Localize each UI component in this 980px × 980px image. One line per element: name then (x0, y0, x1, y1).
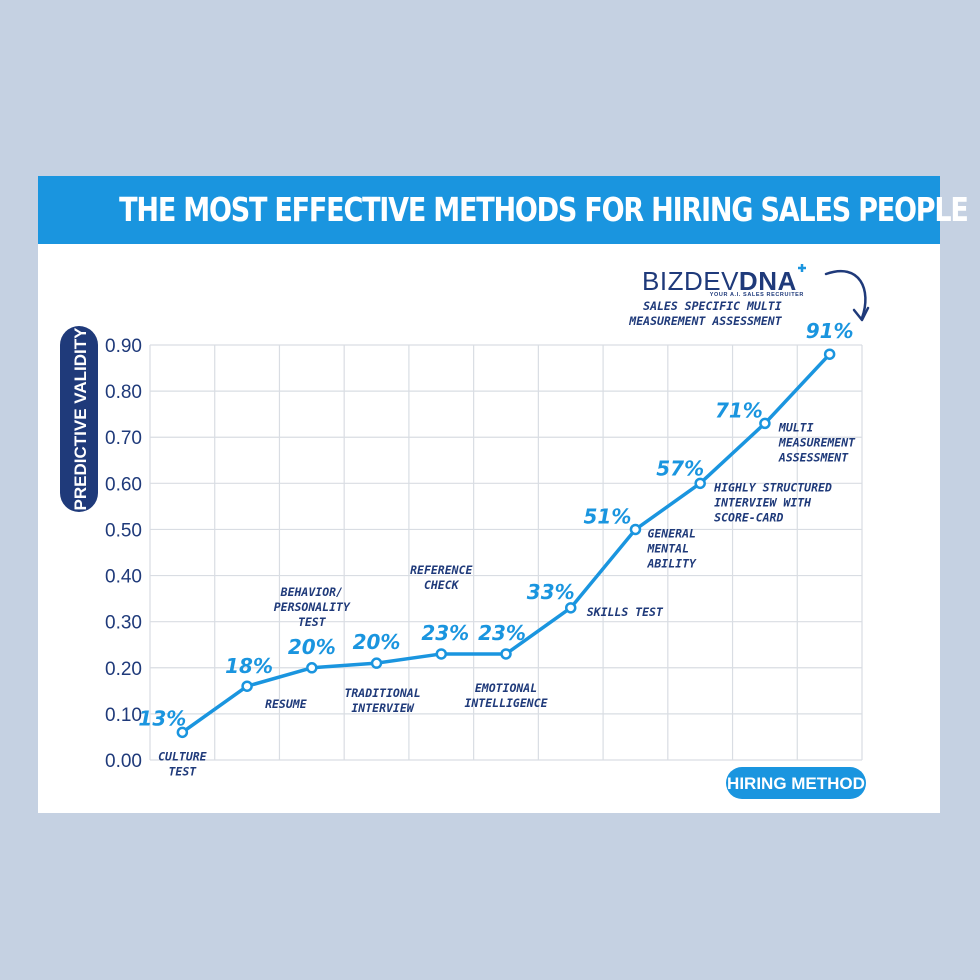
data-point (759, 417, 771, 430)
data-label: 91% (806, 319, 854, 343)
method-label: SALES SPECIFIC MULTI MEASUREMENT ASSESSME… (628, 299, 782, 328)
data-point (176, 726, 189, 739)
data-points (176, 348, 836, 739)
method-label: GENERAL MENTAL ABILITY (646, 526, 697, 570)
y-axis-label: PREDICTIVE VALIDITY (60, 326, 98, 512)
method-label: HIGHLY STRUCTURED INTERVIEW WITH SCORE-CAR… (713, 480, 832, 524)
data-point (694, 477, 706, 490)
logo-text-dna: DNA (739, 266, 797, 296)
method-label: BEHAVIOR/PERSONALITY TEST (274, 585, 351, 629)
data-point (500, 648, 512, 660)
y-tick-label: 0.50 (105, 520, 142, 541)
data-label: 23% (421, 621, 469, 645)
y-tick-label: 0.40 (105, 567, 142, 588)
arrow-icon (824, 270, 867, 320)
method-label: CULTURE TEST (158, 749, 208, 778)
company-logo: BIZDEVDNA YOUR A.I. SALES RECRUITER (642, 264, 806, 298)
method-label: EMOTIONAL INTELLIGENCE (464, 681, 548, 710)
data-label: 20% (288, 635, 336, 659)
title-banner: THE MOST EFFECTIVE METHODS FOR HIRING SA… (38, 176, 969, 244)
method-label: RESUME (265, 697, 308, 711)
y-tick-label: 0.80 (105, 382, 142, 403)
y-tick-label: 0.60 (105, 474, 142, 495)
data-point (564, 602, 577, 614)
y-axis-ticks: 0.00 0.10 0.20 0.30 0.40 0.50 0.60 0.70 0.80 0.90 (105, 336, 142, 772)
grid (149, 344, 863, 761)
y-tick-label: 0.10 (105, 705, 142, 726)
data-point (241, 680, 253, 692)
y-tick-label: 0.70 (105, 428, 142, 449)
y-tick-label: 0.30 (105, 613, 142, 634)
data-point (435, 648, 448, 660)
method-label: SKILLS TEST (587, 605, 664, 619)
svg-text:BIZDEVDNA: BIZDEVDNA (642, 266, 797, 296)
x-axis-label-text: HIRING METHOD (727, 774, 865, 793)
method-label: TRADITIONAL INTERVIEW (344, 686, 420, 715)
chart-title: THE MOST EFFECTIVE METHODS FOR HIRING SA… (119, 190, 969, 229)
plus-icon (798, 264, 806, 272)
data-label: 71% (715, 398, 763, 422)
y-tick-label: 0.90 (105, 336, 142, 357)
logo-tagline: YOUR A.I. SALES RECRUITER (710, 292, 804, 298)
method-label: MULTI MEASUREMENT ASSESSMENT (778, 420, 856, 464)
data-point (306, 662, 318, 674)
chart-card: THE MOST EFFECTIVE METHODS FOR HIRING SA… (38, 176, 969, 813)
data-point (370, 657, 383, 669)
y-tick-label: 0.20 (105, 659, 142, 680)
data-label: 18% (225, 654, 273, 678)
data-label: 20% (353, 630, 401, 654)
arrow-head-icon (852, 306, 870, 322)
method-label: REFERENCE CHECK (410, 563, 473, 592)
data-point (629, 523, 642, 536)
data-label: 51% (584, 504, 632, 528)
x-axis-label: HIRING METHOD (726, 767, 866, 799)
data-label: 13% (138, 706, 186, 730)
data-point (823, 348, 836, 360)
annotations: 13%CULTURE TEST18%RESUME20%BEHAVIOR/PERSO… (138, 299, 856, 778)
data-label: 23% (478, 621, 526, 645)
y-axis-label-text: PREDICTIVE VALIDITY (71, 327, 90, 511)
data-label: 33% (527, 580, 575, 604)
data-label: 57% (656, 456, 704, 480)
logo-text-bizdev: BIZDEV (642, 266, 739, 296)
y-tick-label: 0.00 (105, 751, 142, 772)
